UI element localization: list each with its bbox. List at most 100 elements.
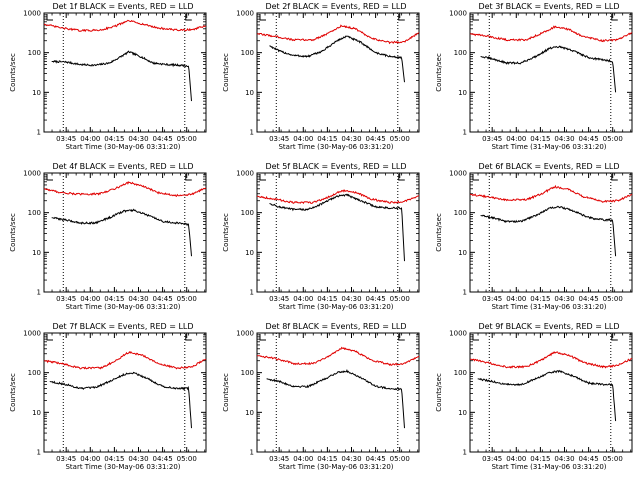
x-axis-label: Start Time (31-May-06 03:31:20): [491, 463, 606, 471]
chart-panel-1: Det 1f BLACK = Events, RED = LLD 1 10 100 10…: [9, 2, 207, 151]
y-tick-label: 1: [463, 129, 467, 137]
y-tick-label: 10: [245, 249, 254, 257]
x-tick-label: 04:45: [579, 135, 599, 143]
plot-frame: [43, 332, 207, 453]
start-corner-mark: [46, 174, 53, 181]
x-tick-label: 05:00: [603, 455, 623, 463]
x-tick-label: 04:45: [153, 135, 173, 143]
x-tick-label: 04:45: [579, 455, 599, 463]
y-tick-label: 1000: [23, 170, 41, 178]
y-axis-label: Counts/sec: [222, 373, 230, 412]
x-tick-label: 04:00: [293, 135, 313, 143]
y-axis-label: Counts/sec: [222, 213, 230, 252]
plot-frame: [43, 12, 207, 133]
x-tick-label: 03:45: [269, 455, 289, 463]
y-tick-label: 100: [241, 49, 254, 57]
x-tick-label: 04:30: [554, 455, 574, 463]
y-tick-label: 1: [250, 449, 254, 457]
chart-title: Det 1f BLACK = Events, RED = LLD: [52, 2, 193, 11]
x-tick-label: 04:45: [366, 455, 386, 463]
end-corner-mark: [398, 14, 405, 21]
x-tick-label: 04:00: [506, 455, 526, 463]
x-tick-label: 03:45: [56, 295, 76, 303]
x-tick-label: 04:00: [506, 295, 526, 303]
series-line-lld: [43, 181, 207, 197]
x-tick-label: 04:15: [530, 295, 550, 303]
series-line-events: [51, 50, 192, 102]
y-tick-label: 1000: [449, 170, 467, 178]
y-tick-label: 1: [463, 449, 467, 457]
series-line-lld: [469, 25, 633, 43]
x-tick-label: 03:45: [269, 295, 289, 303]
x-tick-label: 04:15: [317, 295, 337, 303]
y-axis-label: Counts/sec: [9, 373, 17, 412]
start-corner-mark: [472, 174, 479, 181]
y-tick-label: 100: [28, 209, 41, 217]
end-corner-mark: [611, 174, 618, 181]
x-tick-label: 03:45: [269, 135, 289, 143]
y-tick-label: 1000: [236, 10, 254, 18]
x-tick-label: 04:00: [293, 295, 313, 303]
x-tick-label: 03:45: [56, 135, 76, 143]
x-tick-label: 05:00: [603, 135, 623, 143]
y-tick-label: 10: [458, 89, 467, 97]
plot-frame: [469, 332, 633, 453]
x-tick-label: 05:00: [177, 135, 197, 143]
x-tick-label: 05:00: [177, 295, 197, 303]
x-tick-label: 04:15: [317, 455, 337, 463]
y-tick-label: 10: [458, 249, 467, 257]
x-tick-label: 05:00: [390, 295, 410, 303]
chart-panel-2: Det 2f BLACK = Events, RED = LLD 1 10 100 10…: [222, 2, 420, 151]
x-axis-label: Start Time (30-May-06 03:31:20): [278, 143, 393, 151]
end-corner-mark: [398, 174, 405, 181]
x-tick-label: 04:45: [579, 295, 599, 303]
series-line-events: [266, 368, 405, 429]
y-tick-label: 100: [454, 209, 467, 217]
chart-title: Det 6f BLACK = Events, RED = LLD: [478, 162, 619, 171]
y-tick-label: 100: [241, 369, 254, 377]
y-tick-label: 1000: [449, 10, 467, 18]
end-corner-mark: [185, 14, 192, 21]
start-corner-mark: [46, 14, 53, 21]
y-tick-label: 1000: [449, 330, 467, 338]
x-tick-label: 04:15: [530, 135, 550, 143]
x-tick-label: 04:00: [293, 455, 313, 463]
x-axis-label: Start Time (30-May-06 03:31:20): [65, 143, 180, 151]
x-tick-label: 04:15: [104, 295, 124, 303]
y-tick-label: 10: [32, 89, 41, 97]
x-tick-label: 04:00: [80, 135, 100, 143]
y-tick-label: 1000: [23, 10, 41, 18]
x-tick-label: 05:00: [390, 135, 410, 143]
y-tick-label: 10: [32, 409, 41, 417]
chart-title: Det 2f BLACK = Events, RED = LLD: [265, 2, 406, 11]
start-corner-mark: [46, 334, 53, 341]
chart-panel-3: Det 3f BLACK = Events, RED = LLD 1 10 100 10…: [435, 2, 633, 151]
series-line-events: [269, 193, 405, 262]
y-tick-label: 10: [32, 249, 41, 257]
plot-frame: [43, 172, 207, 293]
chart-panel-5: Det 5f BLACK = Events, RED = LLD 1 10 100 10…: [222, 162, 420, 311]
x-tick-label: 04:30: [341, 455, 361, 463]
x-axis-label: Start Time (30-May-06 03:31:20): [65, 303, 180, 311]
plot-frame: [256, 12, 420, 133]
chart-title: Det 7f BLACK = Events, RED = LLD: [52, 322, 193, 331]
plot-frame: [469, 172, 633, 293]
start-corner-mark: [259, 14, 266, 21]
x-tick-label: 03:45: [482, 455, 502, 463]
y-axis-label: Counts/sec: [435, 53, 443, 92]
start-corner-mark: [259, 174, 266, 181]
y-tick-label: 100: [28, 49, 41, 57]
x-tick-label: 04:00: [80, 295, 100, 303]
series-line-events: [477, 369, 617, 422]
y-tick-label: 10: [458, 409, 467, 417]
y-tick-label: 1000: [23, 330, 41, 338]
y-tick-label: 100: [454, 369, 467, 377]
end-corner-mark: [398, 334, 405, 341]
series-line-lld: [469, 184, 633, 203]
series-line-lld: [256, 346, 420, 366]
y-tick-label: 1: [250, 289, 254, 297]
x-tick-label: 04:30: [128, 295, 148, 303]
chart-title: Det 5f BLACK = Events, RED = LLD: [265, 162, 406, 171]
chart-title: Det 3f BLACK = Events, RED = LLD: [478, 2, 619, 11]
